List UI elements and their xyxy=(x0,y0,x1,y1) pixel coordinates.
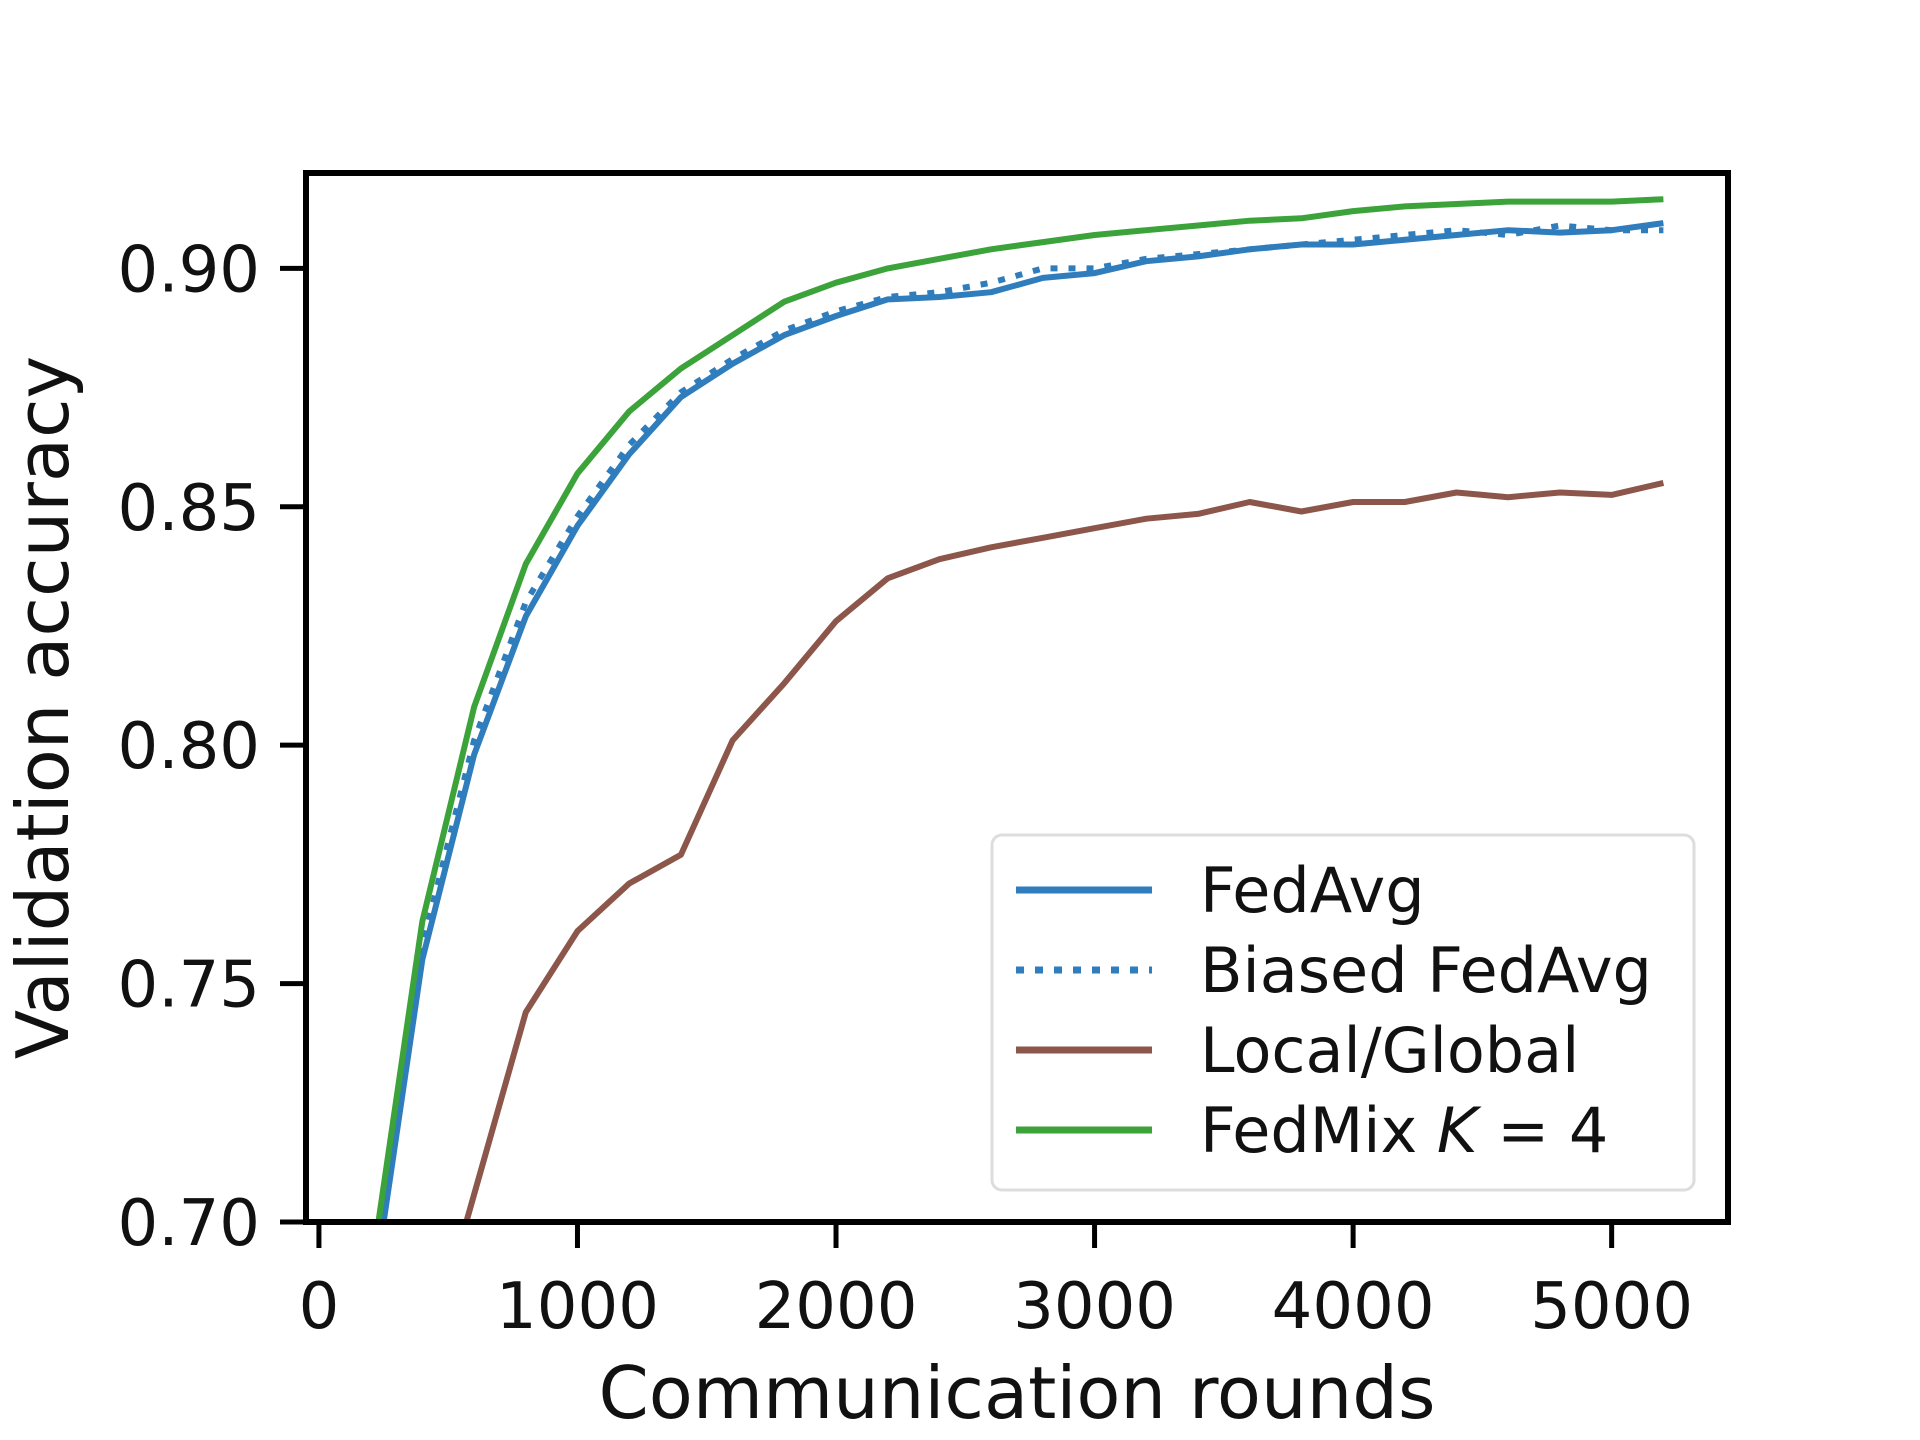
x-tick-label: 4000 xyxy=(1272,1270,1435,1344)
y-tick-label: 0.90 xyxy=(118,233,261,307)
y-tick-label: 0.70 xyxy=(118,1187,261,1261)
legend-label: FedAvg xyxy=(1200,854,1425,927)
legend-box xyxy=(990,833,1696,1192)
series-line-fedavg xyxy=(380,220,1664,1222)
x-tick-label: 1000 xyxy=(496,1270,659,1344)
y-axis-ticks: 0.70 0.75 0.80 0.85 0.90 xyxy=(118,233,303,1261)
plot-frame xyxy=(303,170,1731,1225)
plot-lines xyxy=(375,196,1665,1222)
x-tick-label: 0 xyxy=(299,1270,340,1344)
x-tick-label: 2000 xyxy=(755,1270,918,1344)
x-axis-label: Communication rounds xyxy=(599,1351,1436,1435)
x-tick-label: 3000 xyxy=(1013,1270,1176,1344)
x-tick-label: 5000 xyxy=(1530,1270,1693,1344)
series-line-fedmix-k-4 xyxy=(375,196,1664,1222)
legend-label: Biased FedAvg xyxy=(1200,934,1652,1007)
series-line-local-global xyxy=(463,479,1665,1222)
legend-label: Local/Global xyxy=(1200,1014,1579,1087)
y-axis-label: Validation accuracy xyxy=(1,356,85,1059)
legend-label: FedMix K = 4 xyxy=(1200,1094,1608,1167)
x-axis-ticks: 0 1000 2000 3000 4000 5000 xyxy=(299,1225,1693,1344)
y-tick-label: 0.80 xyxy=(118,710,261,784)
y-tick-label: 0.85 xyxy=(118,472,261,546)
series-line-biased-fedavg xyxy=(378,222,1664,1222)
y-tick-label: 0.75 xyxy=(118,949,261,1023)
